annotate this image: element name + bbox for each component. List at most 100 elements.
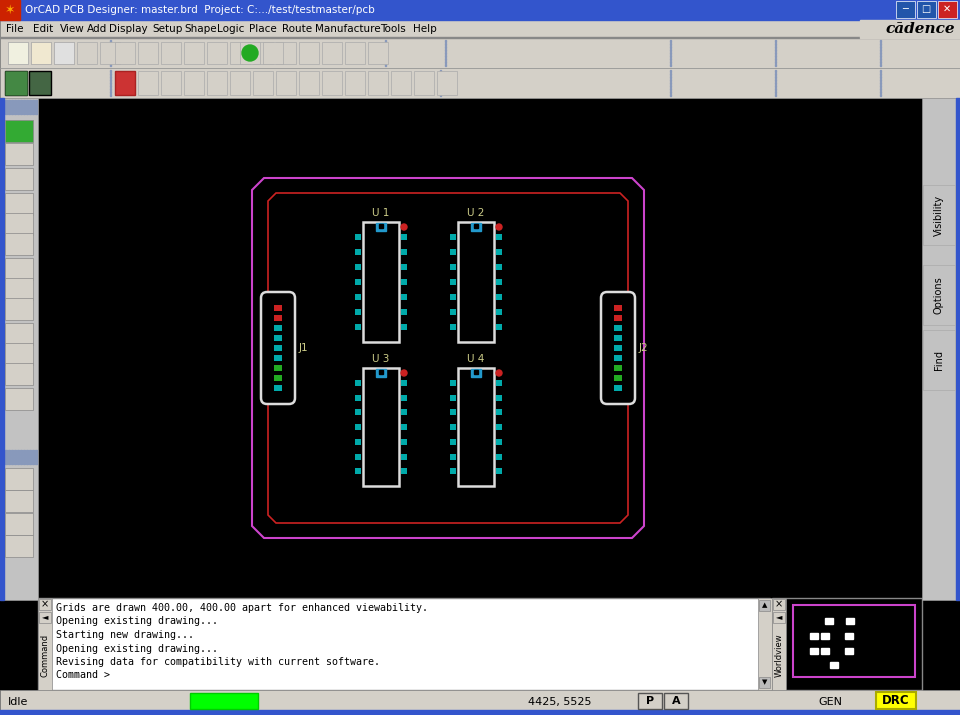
Bar: [355, 309, 361, 315]
Bar: [20, 456, 22, 458]
Bar: [401, 234, 407, 240]
Bar: [35, 459, 37, 461]
Bar: [670, 94, 671, 96]
Bar: [115, 71, 135, 95]
Bar: [614, 365, 622, 371]
Text: View: View: [60, 24, 84, 34]
Bar: [32, 106, 34, 108]
Bar: [496, 234, 502, 240]
Bar: [775, 70, 776, 72]
Text: Help: Help: [413, 24, 436, 34]
Bar: [670, 55, 671, 57]
Bar: [880, 94, 881, 96]
Bar: [773, 612, 785, 623]
Bar: [110, 82, 111, 84]
Bar: [5, 513, 33, 535]
Bar: [38, 598, 52, 690]
Bar: [670, 88, 671, 90]
Bar: [923, 185, 955, 245]
Text: Command >: Command >: [56, 671, 110, 681]
Bar: [23, 112, 25, 114]
Bar: [110, 64, 111, 66]
Bar: [23, 106, 25, 108]
Bar: [31, 42, 51, 64]
Bar: [0, 0, 20, 20]
Bar: [8, 109, 10, 111]
Bar: [496, 424, 502, 430]
Bar: [26, 112, 28, 114]
Text: U 1: U 1: [372, 208, 390, 218]
Bar: [614, 305, 622, 311]
Bar: [5, 258, 33, 280]
Bar: [450, 264, 456, 270]
Bar: [2, 109, 4, 111]
Bar: [923, 265, 955, 325]
Bar: [5, 363, 33, 385]
Bar: [670, 46, 671, 48]
Text: Starting new drawing...: Starting new drawing...: [56, 630, 194, 640]
Bar: [614, 335, 622, 341]
Bar: [368, 42, 388, 64]
Bar: [274, 325, 282, 331]
Bar: [207, 42, 227, 64]
Bar: [376, 223, 386, 231]
Bar: [368, 71, 388, 95]
Bar: [391, 71, 411, 95]
Text: Idle: Idle: [8, 697, 29, 707]
Bar: [496, 395, 502, 400]
Bar: [450, 453, 456, 460]
Bar: [23, 462, 25, 464]
Bar: [922, 98, 960, 600]
Text: Tools: Tools: [380, 24, 406, 34]
Bar: [775, 82, 776, 84]
Bar: [35, 103, 37, 105]
Bar: [450, 309, 456, 315]
Bar: [496, 249, 502, 255]
Bar: [5, 388, 33, 410]
Text: 4425, 5525: 4425, 5525: [528, 697, 591, 707]
Bar: [938, 1, 957, 18]
Bar: [110, 52, 111, 54]
Bar: [263, 42, 283, 64]
Bar: [385, 49, 386, 51]
Bar: [440, 94, 441, 96]
Bar: [5, 535, 33, 557]
Text: Setup: Setup: [152, 24, 182, 34]
Bar: [5, 456, 7, 458]
Bar: [401, 279, 407, 285]
Bar: [35, 109, 37, 111]
Bar: [664, 693, 688, 709]
Bar: [14, 106, 16, 108]
Bar: [5, 450, 7, 452]
Bar: [880, 61, 881, 63]
Bar: [20, 109, 22, 111]
Bar: [322, 71, 342, 95]
Bar: [0, 68, 960, 98]
Text: Display: Display: [108, 24, 147, 34]
Bar: [5, 103, 7, 105]
Bar: [363, 368, 399, 486]
Bar: [110, 91, 111, 93]
Text: File: File: [6, 24, 23, 34]
Bar: [2, 453, 4, 455]
Bar: [8, 42, 28, 64]
Bar: [759, 677, 770, 688]
Text: ▲: ▲: [762, 602, 768, 608]
Bar: [230, 42, 250, 64]
Bar: [5, 143, 33, 165]
Bar: [825, 618, 833, 624]
Bar: [670, 91, 671, 93]
Bar: [110, 85, 111, 87]
Bar: [207, 71, 227, 95]
Bar: [14, 462, 16, 464]
Bar: [32, 103, 34, 105]
Bar: [670, 43, 671, 45]
Bar: [474, 370, 478, 374]
Bar: [2, 103, 4, 105]
Bar: [11, 112, 13, 114]
Bar: [775, 94, 776, 96]
Bar: [0, 37, 960, 38]
Bar: [23, 456, 25, 458]
Bar: [32, 459, 34, 461]
Bar: [190, 693, 258, 709]
